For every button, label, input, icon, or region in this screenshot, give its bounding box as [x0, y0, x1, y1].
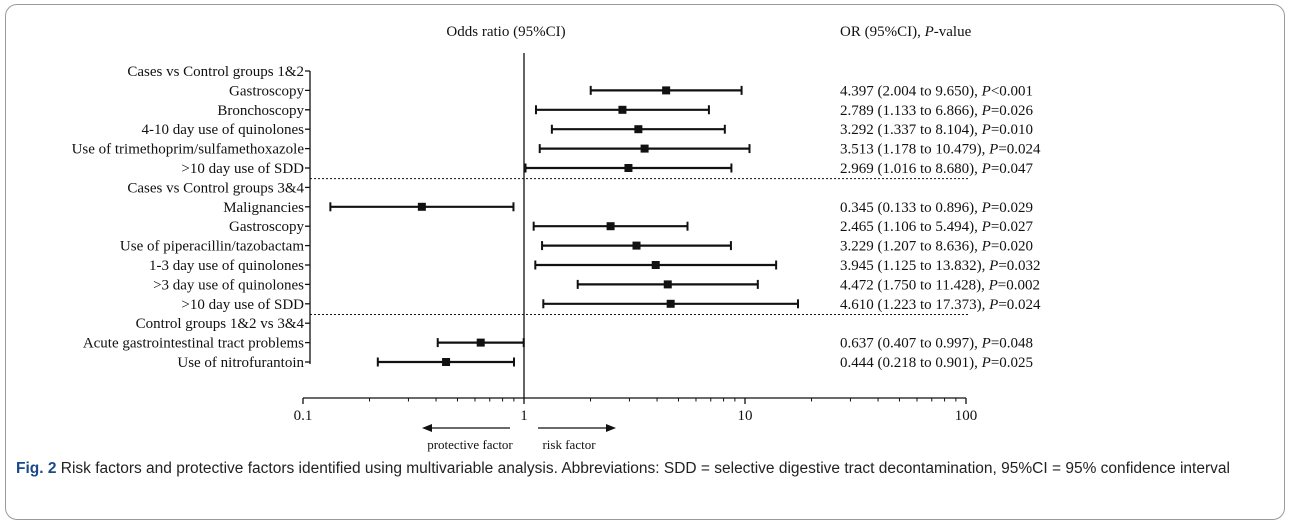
group-title: Control groups 1&2 vs 3&4	[136, 316, 305, 332]
row-label: Acute gastrointestinal tract problems	[83, 336, 304, 352]
or-point	[632, 241, 641, 250]
arrow-right-label: risk factor	[542, 437, 596, 452]
group-title: Cases vs Control groups 3&4	[127, 180, 304, 196]
or-point	[640, 144, 649, 153]
arrow-left-head	[422, 424, 432, 432]
row-label: Gastroscopy	[229, 219, 304, 235]
row-label: Use of trimethoprim/sulfamethoxazole	[72, 142, 305, 158]
or-point	[606, 222, 615, 231]
or-point	[651, 261, 660, 269]
row-label: >3 day use of quinolones	[153, 277, 304, 293]
or-text: 4.397 (2.004 to 9.650), P<0.001	[840, 83, 1033, 99]
x-tick-label: 100	[955, 408, 978, 424]
or-text: 2.465 (1.106 to 5.494), P=0.027	[840, 219, 1034, 235]
or-text: 3.513 (1.178 to 10.479), P=0.024	[840, 142, 1041, 158]
row-label: Malignancies	[223, 200, 304, 216]
or-text: 0.444 (0.218 to 0.901), P=0.025	[840, 355, 1033, 371]
row-label: >10 day use of SDD	[181, 297, 304, 313]
figure-frame: Odds ratio (95%CI) OR (95%CI), P-value Cas…	[5, 4, 1285, 520]
or-text: 4.472 (1.750 to 11.428), P=0.002	[840, 277, 1040, 293]
caption-text: Risk factors and protective factors iden…	[56, 460, 1230, 477]
or-text: 4.610 (1.223 to 17.373), P=0.024	[840, 297, 1041, 313]
row-label: Use of nitrofurantoin	[177, 355, 304, 371]
row-label: Gastroscopy	[229, 83, 304, 99]
row-label: >10 day use of SDD	[181, 161, 304, 177]
or-point	[624, 164, 633, 172]
or-text: 0.637 (0.407 to 0.997), P=0.048	[840, 336, 1033, 352]
group-title: Cases vs Control groups 1&2	[127, 64, 304, 80]
header-right: OR (95%CI), P-value	[840, 24, 972, 40]
arrow-left-label: protective factor	[427, 437, 513, 452]
caption-label: Fig. 2	[16, 460, 57, 477]
or-text: 0.345 (0.133 to 0.896), P=0.029	[840, 200, 1033, 216]
or-text: 2.969 (1.016 to 8.680), P=0.047	[840, 161, 1034, 177]
x-tick-label: 0.1	[294, 408, 313, 424]
row-label: 4-10 day use of quinolones	[142, 122, 305, 138]
or-point	[663, 280, 672, 289]
row-label: Bronchoscopy	[217, 103, 304, 119]
arrow-right-head	[606, 424, 616, 432]
or-point	[634, 125, 643, 134]
x-tick-label: 10	[738, 408, 753, 424]
x-tick-label: 1	[520, 408, 528, 424]
row-label: Use of piperacillin/tazobactam	[120, 239, 304, 255]
or-point	[662, 86, 671, 95]
or-point	[666, 299, 675, 308]
or-point	[618, 105, 627, 114]
or-text: 3.292 (1.337 to 8.104), P=0.010	[840, 122, 1033, 138]
or-text: 3.229 (1.207 to 8.636), P=0.020	[840, 239, 1033, 255]
figure-caption: Fig. 2 Risk factors and protective facto…	[16, 457, 1271, 480]
row-label: 1-3 day use of quinolones	[149, 258, 304, 274]
or-text: 2.789 (1.133 to 6.866), P=0.026	[840, 103, 1034, 119]
header-left: Odds ratio (95%CI)	[446, 24, 565, 40]
or-point	[442, 358, 451, 366]
or-point	[476, 338, 485, 347]
forest-plot: Odds ratio (95%CI) OR (95%CI), P-value Cas…	[72, 24, 1041, 452]
or-point	[417, 202, 426, 211]
or-text: 3.945 (1.125 to 13.832), P=0.032	[840, 258, 1041, 274]
